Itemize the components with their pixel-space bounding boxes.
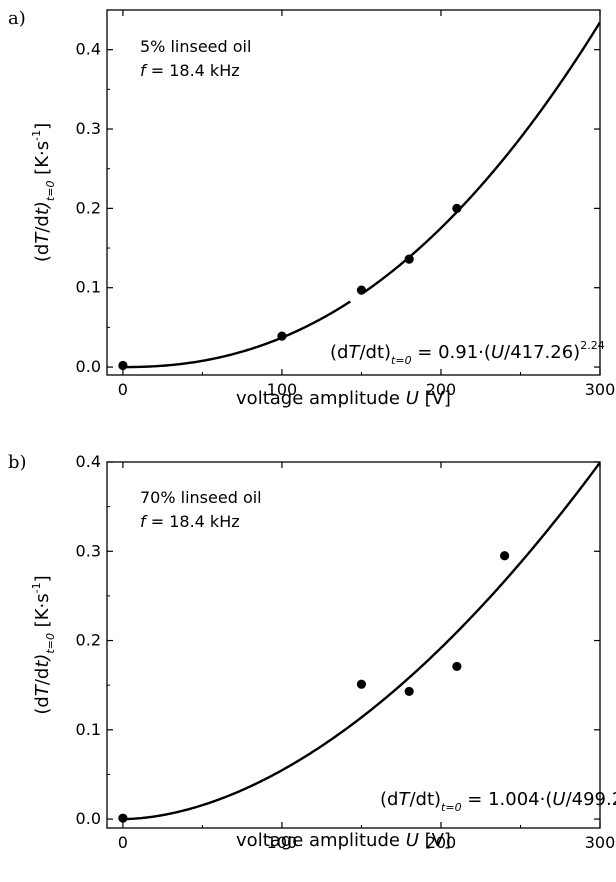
y-tick-label: 0.0 [76,809,101,828]
y-tick-label: 0.0 [76,357,101,376]
eq-part: /d [359,342,377,363]
eq-subscript: t=0 [391,354,412,367]
x-axis-title: voltage amplitude U [V] [236,388,451,409]
x-tick-label: 0 [118,380,128,399]
axis-subscript: t=0 [44,181,57,202]
data-point [356,679,367,689]
fit-curve [122,21,600,369]
eq-part: (d [380,789,398,810]
axis-part: ] [32,123,53,130]
freq-symbol: f [140,512,148,531]
plot-frame [106,9,601,376]
eq-part: /417.26) [504,342,580,363]
fit-equation: (dT/dt)t=0 = 0.91·(U/417.26)2.24 [330,339,605,367]
x-tick-label: 100 [267,380,298,399]
chart-panel-a: a) 0 100 200 300 0.0 0.1 0.2 0.3 0.4 5% linseed oi… [8,8,615,409]
axis-part: (d [32,244,53,262]
data-point [452,203,462,213]
eq-part: U [491,342,504,363]
fit-curve [122,462,600,821]
fit-equation: (dT/dt)t=0 = 1.004·(U/499.2)1.81 [380,786,616,814]
y-axis-title: (dT/dt)t=0 [K·s-1] [30,575,57,714]
annotation-frequency: f = 18.4 kHz [140,61,240,80]
axis-part: /d [32,215,53,233]
eq-part: T [348,342,361,363]
y-tick-label: 0.1 [76,720,101,739]
x-tick-label: 0 [118,833,128,852]
panel-label: a) [8,8,26,29]
annotation-frequency: f = 18.4 kHz [140,512,240,531]
axis-part: T [32,231,53,244]
data-point [404,254,414,264]
chart-panel-b: b) 0 100 200 300 0.0 0.1 0.2 0.3 0.4 70% linseed o… [8,452,616,852]
x-tick-label: 200 [426,833,457,852]
eq-part: (d [330,342,348,363]
axis-superscript: -1 [30,582,43,593]
axis-subscript: t=0 [44,633,57,654]
y-tick-label: 0.2 [76,631,101,650]
y-tick-label: 0.3 [76,541,101,560]
data-point [356,285,367,295]
y-axis-title: (dT/dt)t=0 [K·s-1] [30,123,57,262]
y-tick-label: 0.3 [76,119,101,138]
eq-part: t) [427,789,441,810]
eq-part: U [552,789,565,810]
axis-part: voltage amplitude [236,388,406,409]
axis-part: t) [32,201,53,215]
data-point [404,686,414,697]
axis-part: U [406,830,419,851]
eq-part: t) [377,342,391,363]
y-tick-label: 0.2 [76,198,101,217]
x-tick-label: 300 [585,833,616,852]
eq-part: = 0.91·( [412,342,491,363]
panel-label: b) [8,452,27,473]
axis-part: [V] [419,388,451,409]
data-point [277,331,287,341]
eq-part: /499.2) [566,789,616,810]
annotation-sample: 5% linseed oil [140,37,251,56]
x-tick-label: 300 [585,380,616,399]
x-tick-label: 200 [426,380,457,399]
axis-part: [V] [419,830,451,851]
axis-superscript: -1 [30,130,43,141]
eq-part: T [398,789,411,810]
x-tick-label: 100 [267,833,298,852]
axis-part: T [32,683,53,696]
freq-symbol: f [140,61,148,80]
x-axis-title: voltage amplitude U [V] [236,830,451,851]
axis-part: /d [32,668,53,686]
y-tick-label: 0.4 [76,40,101,59]
data-point [118,813,128,823]
plot-frame [106,461,601,829]
axis-part: t) [32,654,53,668]
data-point [118,360,128,371]
y-tick-label: 0.1 [76,278,101,297]
eq-part: = 1.004·( [462,789,553,810]
axis-part: [K·s [32,141,53,181]
axis-part: (d [32,696,53,714]
data-point [452,661,462,672]
freq-value: = 18.4 kHz [146,61,240,80]
axis-part: voltage amplitude [236,830,406,851]
data-point [499,551,510,561]
axis-part: U [406,388,419,409]
axis-part: [K·s [32,593,53,633]
eq-subscript: t=0 [441,801,462,814]
annotation-sample: 70% linseed oil [140,488,262,507]
freq-value: = 18.4 kHz [146,512,240,531]
eq-superscript: 2.24 [580,339,605,352]
axis-part: ] [32,575,53,582]
eq-part: /d [409,789,427,810]
y-tick-label: 0.4 [76,452,101,471]
